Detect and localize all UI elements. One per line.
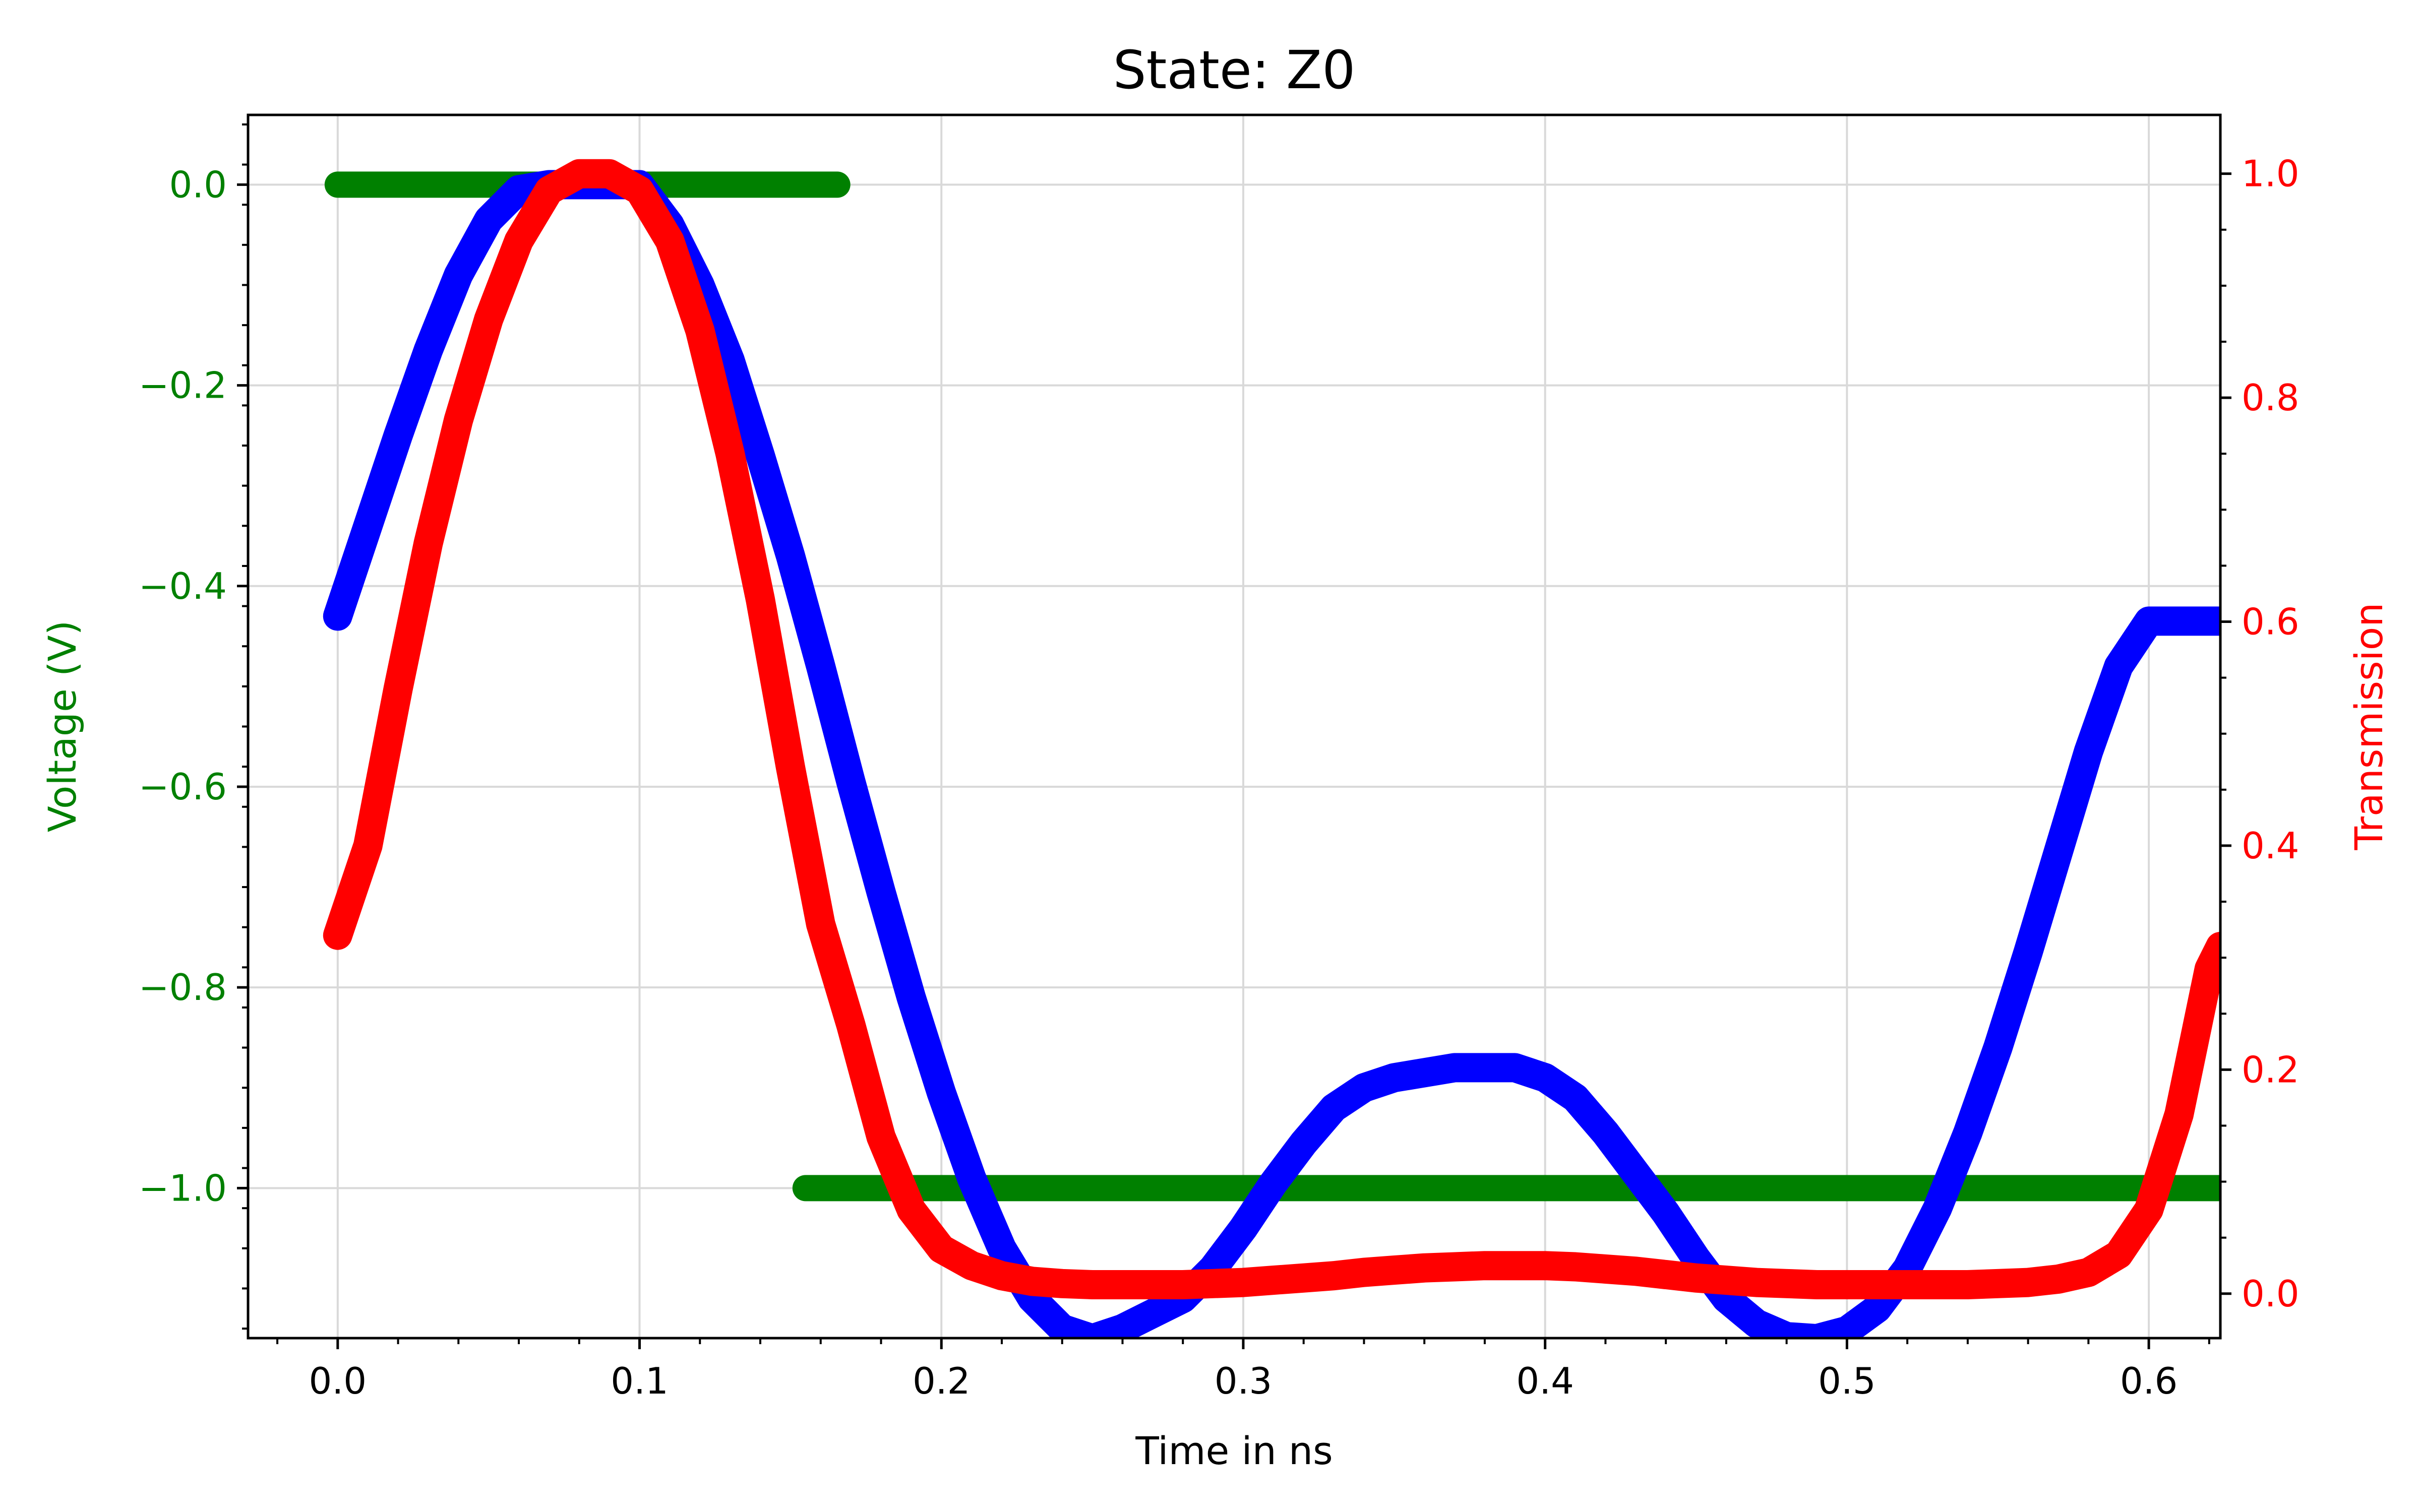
y-left-tick-label: −0.2	[139, 364, 227, 407]
y-left-tick-label: −0.6	[139, 766, 227, 808]
x-tick-label: 0.3	[1215, 1360, 1273, 1402]
x-tick-label: 0.4	[1516, 1360, 1574, 1402]
y-right-tick-label: 0.6	[2242, 601, 2300, 643]
y-right-tick-label: 0.8	[2242, 376, 2300, 419]
ticks: 0.0 0.1 0.2 0.3 0.4 0.5 0.6 0.0 −0.2 −0.4 −0.6 −0.8…	[139, 123, 2300, 1402]
y-right-tick-label: 0.4	[2242, 825, 2300, 867]
y-axis-label-voltage: Voltage (V)	[40, 620, 85, 833]
y-left-tick-label: −0.8	[139, 966, 227, 1009]
x-tick-label: 0.0	[309, 1360, 367, 1402]
y-left-tick-label: 0.0	[169, 163, 227, 206]
y-left-tick-label: −1.0	[139, 1167, 227, 1209]
y-right-tick-label: 0.2	[2242, 1048, 2300, 1091]
y-right-tick-label: 0.0	[2242, 1273, 2300, 1315]
x-tick-label: 0.1	[611, 1360, 669, 1402]
y-right-tick-label: 1.0	[2242, 153, 2300, 195]
y-left-tick-label: −0.4	[139, 565, 227, 607]
x-tick-label: 0.2	[913, 1360, 971, 1402]
y-axis-label-transmission: Transmission	[2346, 603, 2391, 851]
transmission-line	[323, 159, 2220, 1299]
x-tick-label: 0.6	[2120, 1360, 2178, 1402]
x-axis-label: Time in ns	[1135, 1428, 1333, 1473]
chart-title: State: Z0	[1113, 39, 1356, 101]
x-tick-label: 0.5	[1818, 1360, 1876, 1402]
series-layer	[323, 159, 2220, 1338]
